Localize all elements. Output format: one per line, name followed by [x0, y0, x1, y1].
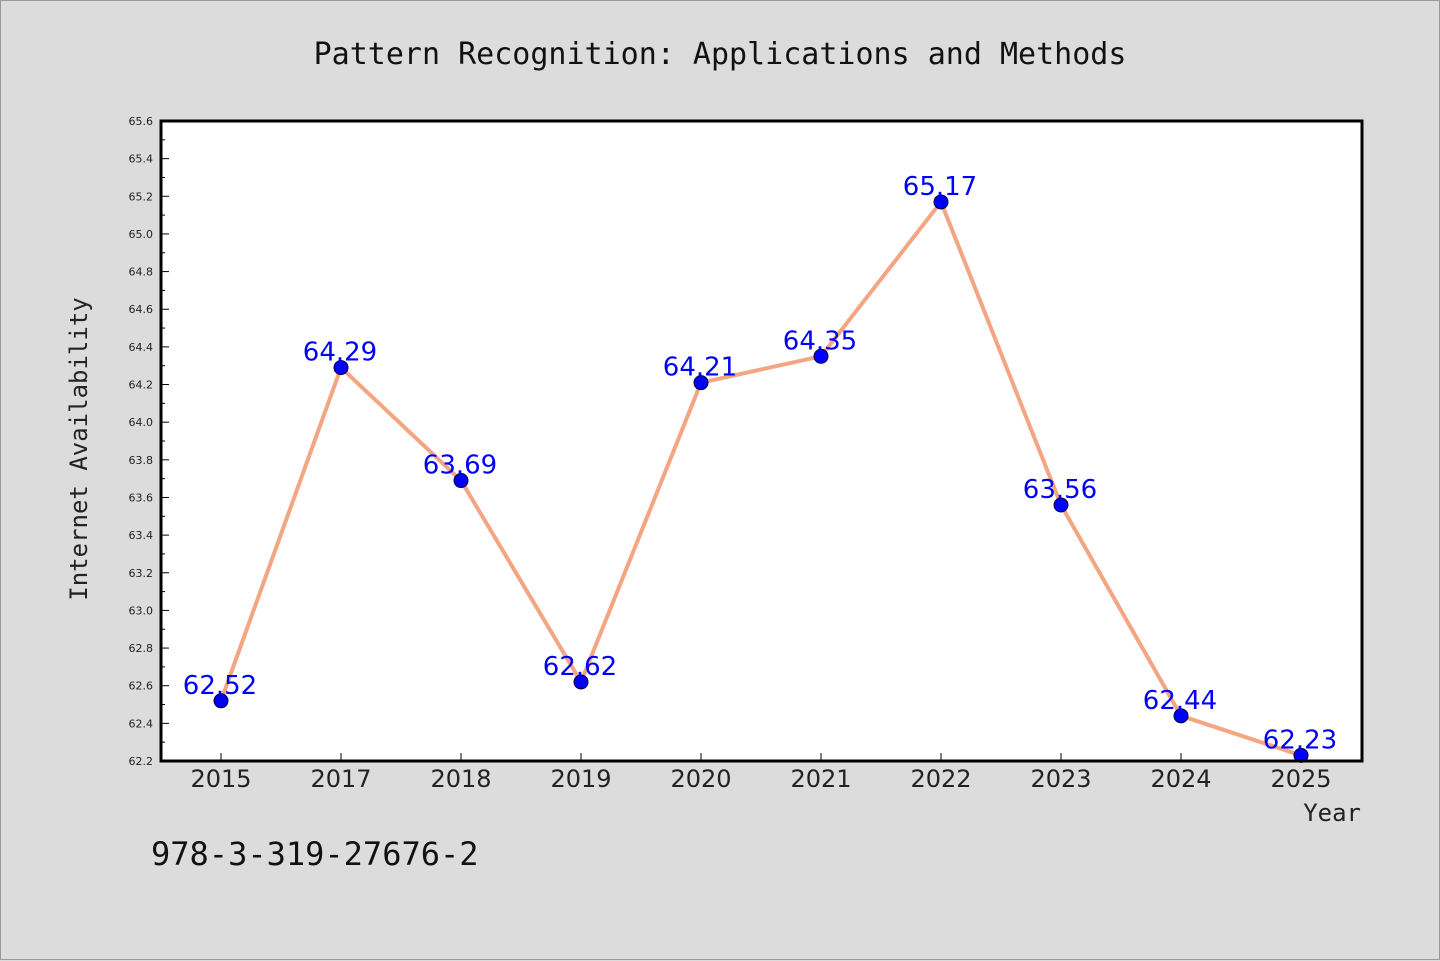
y-tick-label: 65.2	[129, 190, 154, 203]
y-tick-label: 65.4	[129, 153, 154, 166]
x-tick-label: 2021	[790, 765, 851, 793]
x-tick-label: 2024	[1150, 765, 1211, 793]
x-tick-label: 2023	[1030, 765, 1091, 793]
x-axis: 2015 2017 2018 2019 2020 2021 2022 2023 2024 2025	[190, 753, 1332, 793]
series-line	[219, 199, 1302, 758]
data-point	[573, 674, 589, 690]
y-tick-label: 63.6	[129, 491, 154, 504]
y-tick-label: 65.0	[129, 228, 154, 241]
data-point	[693, 375, 709, 391]
y-tick-label: 64.2	[129, 379, 154, 392]
data-point	[453, 473, 469, 489]
data-point	[813, 348, 829, 364]
chart-title: Pattern Recognition: Applications and Me…	[314, 37, 1127, 72]
y-tick-label: 63.4	[129, 529, 154, 542]
x-tick-label: 2022	[910, 765, 971, 793]
y-tick-label: 63.0	[129, 604, 154, 617]
data-label: 64.35	[783, 326, 857, 356]
x-tick-label: 2025	[1270, 765, 1331, 793]
data-label: 64.29	[303, 338, 377, 368]
plot-border	[159, 119, 1364, 763]
data-label: 62.44	[1143, 686, 1217, 716]
x-tick-label: 2017	[310, 765, 371, 793]
data-point	[213, 693, 229, 709]
plot-area	[161, 121, 1362, 761]
data-point	[333, 360, 349, 376]
y-tick-label: 62.2	[129, 755, 154, 768]
y-tick-label: 64.0	[129, 416, 154, 429]
data-label: 63.69	[423, 451, 497, 481]
data-label: 64.21	[663, 353, 737, 383]
y-tick-label: 63.2	[129, 567, 154, 580]
data-point	[1053, 497, 1069, 513]
data-label: 62.52	[183, 671, 257, 701]
data-label: 63.56	[1023, 475, 1097, 505]
series-line-group	[219, 199, 1302, 758]
y-tick-label: 65.6	[129, 115, 154, 128]
data-label: 62.23	[1263, 725, 1337, 755]
y-tick-label: 63.8	[129, 454, 154, 467]
y-tick-label: 62.4	[129, 717, 154, 730]
x-axis-title: Year	[1303, 799, 1361, 827]
data-point	[1173, 708, 1189, 724]
y-tick-label: 62.8	[129, 642, 154, 655]
y-tick-label: 62.6	[129, 680, 154, 693]
x-tick-label: 2015	[190, 765, 251, 793]
data-labels: 62.52 64.29 63.69 62.62 64.21 64.35 65.17 63.56…	[183, 172, 1337, 755]
data-label: 65.17	[903, 172, 977, 202]
data-points	[213, 194, 1309, 763]
x-tick-label: 2020	[670, 765, 731, 793]
isbn-text: 978-3-319-27676-2	[151, 835, 479, 873]
y-tick-label: 64.4	[129, 341, 154, 354]
y-axis-title: Internet Availability	[65, 297, 93, 600]
y-tick-label: 64.6	[129, 303, 154, 316]
y-tick-label: 64.8	[129, 266, 154, 279]
data-point	[933, 194, 949, 210]
x-tick-label: 2018	[430, 765, 491, 793]
data-label: 62.62	[543, 652, 617, 682]
y-axis: 62.2 62.4 62.6 62.8 63.0 63.2 63.4 63.6 63.8 64.0…	[129, 115, 169, 768]
x-tick-label: 2019	[550, 765, 611, 793]
